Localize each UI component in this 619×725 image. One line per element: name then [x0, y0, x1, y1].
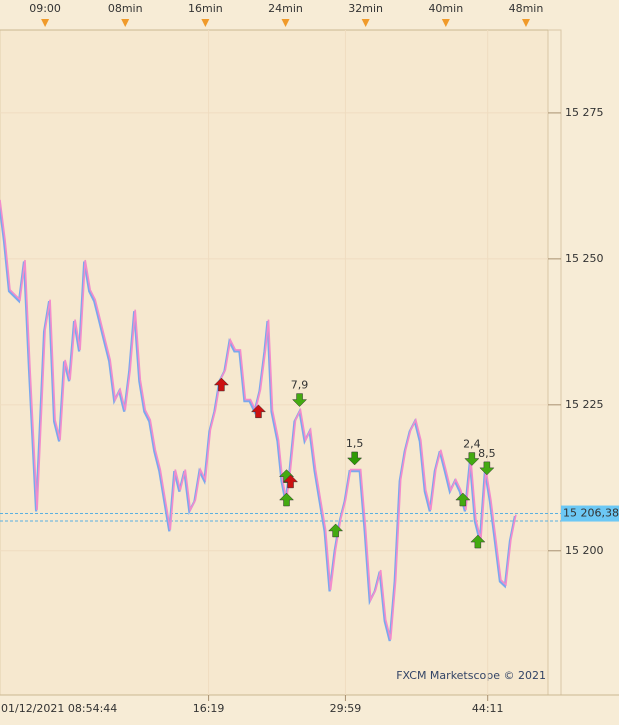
x-tick-label: 24min — [268, 2, 303, 15]
x-tick — [121, 19, 130, 27]
price-badge — [561, 505, 619, 522]
signal-arrow — [282, 474, 299, 489]
y-tick-label: 15 200 — [565, 544, 604, 557]
x-tick — [441, 19, 450, 27]
x-tick-label: 29:59 — [330, 702, 362, 715]
footer: FXCM Marketscope © 2021 — [396, 669, 546, 682]
x-tick — [41, 19, 50, 27]
x-tick-label: 01/12/2021 08:54:44 — [1, 702, 117, 715]
signal-arrow — [455, 492, 471, 507]
y-tick-label: 15 275 — [565, 106, 604, 119]
y-tick-label: 15 250 — [565, 252, 604, 265]
x-tick-label: 48min — [509, 2, 544, 15]
price-badge-label: 15 206,38 — [563, 507, 619, 520]
x-tick — [281, 19, 290, 27]
x-tick-label: 16:19 — [193, 702, 225, 715]
signal-arrow — [347, 451, 363, 466]
price-line — [0, 201, 516, 642]
x-tick-label: 44:11 — [472, 702, 504, 715]
signal-arrow — [250, 404, 267, 419]
signal-label: 8,5 — [478, 447, 496, 460]
signal-arrow — [278, 492, 295, 507]
x-tick — [521, 19, 530, 27]
axis-band — [547, 29, 562, 696]
x-tick-label: 40min — [428, 2, 463, 15]
x-tick — [201, 19, 210, 27]
signal-label: 2,4 — [463, 438, 481, 451]
signal-arrow — [470, 534, 486, 549]
signal-arrow — [328, 523, 344, 538]
y-tick-label: 15 225 — [565, 398, 604, 411]
x-tick-label: 32min — [348, 2, 383, 15]
plot-area — [0, 29, 549, 696]
signal-arrow — [213, 377, 230, 392]
price-line — [0, 199, 517, 640]
x-tick — [361, 19, 370, 27]
signal-arrow — [479, 461, 495, 476]
signal-arrow — [464, 452, 480, 466]
signal-label: 7,9 — [291, 379, 309, 392]
x-tick-label: 16min — [188, 2, 223, 15]
signal-arrow — [291, 393, 308, 407]
signal-label: 1,5 — [346, 437, 364, 450]
x-tick-label: 08min — [108, 2, 143, 15]
x-tick-label: 09:00 — [29, 2, 61, 15]
